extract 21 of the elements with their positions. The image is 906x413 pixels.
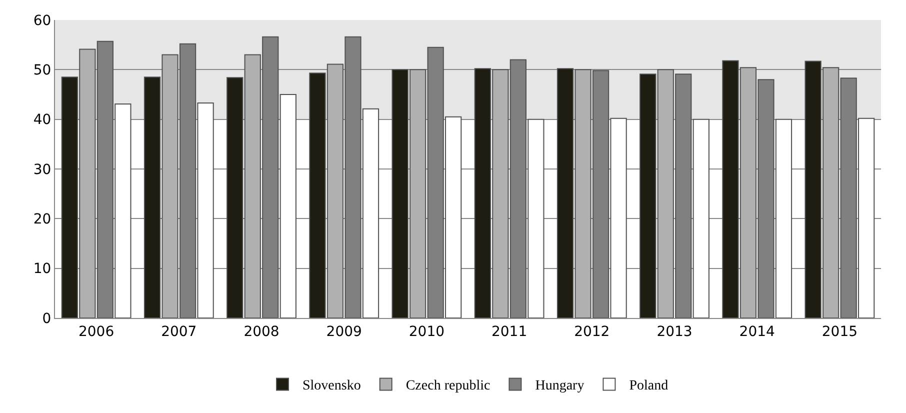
y-tick-label: 50 (33, 62, 52, 79)
y-tick-label: 0 (42, 310, 52, 327)
x-tick-label: 2007 (161, 324, 197, 340)
x-tick-label: 2011 (491, 324, 528, 340)
legend-label: Hungary (535, 378, 584, 394)
y-tick-label: 10 (33, 261, 52, 278)
legend-label: Poland (629, 378, 668, 394)
x-tick-label: 2008 (244, 324, 280, 340)
x-tick-label: 2013 (656, 324, 692, 340)
y-tick-label: 60 (33, 12, 52, 29)
y-tick-label: 20 (33, 212, 52, 228)
y-tick-label: 30 (33, 162, 52, 178)
legend-label: Slovensko (302, 378, 361, 394)
x-tick-label: 2012 (574, 324, 610, 340)
x-tick-label: 2015 (822, 324, 858, 340)
legend-label: Czech republic (406, 378, 490, 394)
x-tick-label: 2010 (408, 324, 445, 340)
y-tick-label: 40 (33, 112, 52, 128)
x-tick-label: 2014 (739, 324, 775, 340)
x-tick-label: 2009 (326, 324, 362, 340)
x-tick-label: 2006 (78, 324, 114, 340)
